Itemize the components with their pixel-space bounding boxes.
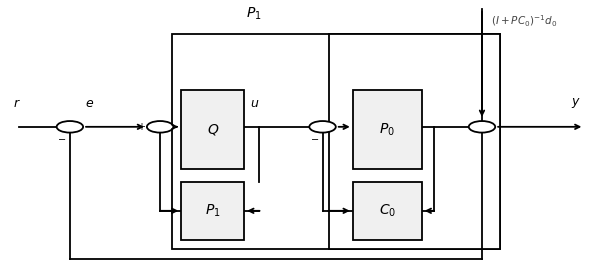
Text: $C_0$: $C_0$ [379,202,396,219]
Bar [172,34,500,249]
Text: $P_0$: $P_0$ [379,121,395,138]
Ellipse shape [147,121,173,133]
Text: $r$: $r$ [13,97,21,110]
Text: $y$: $y$ [572,96,581,110]
Text: $P_1$: $P_1$ [205,202,221,219]
Bar [181,90,244,169]
Bar [353,182,422,240]
Bar [329,34,500,249]
Bar [353,90,422,169]
Ellipse shape [469,121,495,133]
Text: $(I + PC_0)^{-1}d_0$: $(I + PC_0)^{-1}d_0$ [491,14,557,29]
Text: $P_1$: $P_1$ [245,6,261,22]
Ellipse shape [57,121,83,133]
Bar [181,182,244,240]
Text: $u$: $u$ [250,97,260,110]
Text: $+$: $+$ [137,121,146,132]
Text: $-$: $-$ [57,133,66,143]
Ellipse shape [309,121,336,133]
Text: $Q$: $Q$ [207,122,219,137]
Text: $-$: $-$ [310,133,319,143]
Text: $e$: $e$ [85,97,94,110]
